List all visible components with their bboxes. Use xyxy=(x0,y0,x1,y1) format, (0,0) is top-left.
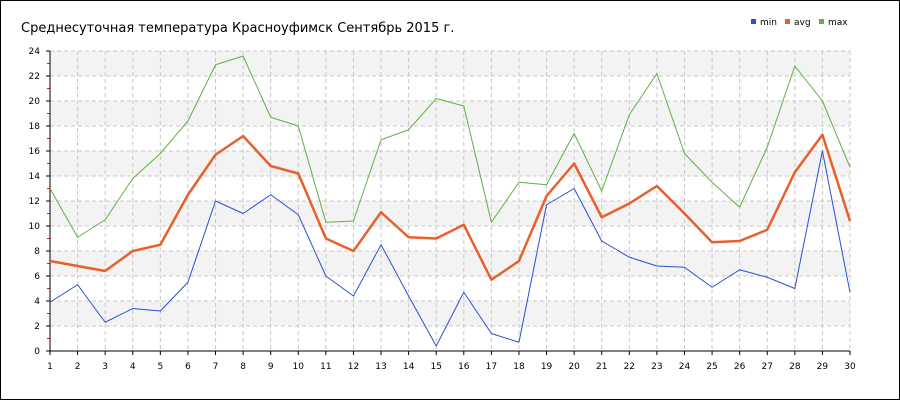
y-tick-label: 6 xyxy=(34,272,40,282)
y-tick-label: 24 xyxy=(29,47,41,57)
legend-swatch-max xyxy=(819,19,824,24)
plot-band xyxy=(50,151,850,176)
series-line-avg xyxy=(49,133,852,281)
plot-band xyxy=(50,301,850,326)
x-tick-label: 1 xyxy=(47,362,53,372)
x-tick-label: 11 xyxy=(320,362,331,372)
series-line-max xyxy=(49,55,851,238)
x-tick-label: 10 xyxy=(293,362,305,372)
x-tick-label: 2 xyxy=(75,362,81,372)
legend-label-min: min xyxy=(760,18,777,28)
x-tick-label: 21 xyxy=(596,362,607,372)
x-tick-label: 6 xyxy=(185,362,191,372)
plot-band xyxy=(50,201,850,226)
series-lines xyxy=(49,55,852,347)
x-tick-label: 28 xyxy=(789,362,801,372)
plot-band xyxy=(50,251,850,276)
x-tick-label: 24 xyxy=(679,362,691,372)
x-tick-label: 14 xyxy=(403,362,415,372)
series-line-min xyxy=(49,150,851,347)
legend-label-avg: avg xyxy=(794,18,811,28)
legend-swatch-min xyxy=(751,19,756,24)
x-tick-label: 3 xyxy=(102,362,108,372)
x-tick-label: 18 xyxy=(513,362,525,372)
x-tick-label: 8 xyxy=(240,362,246,372)
chart-title: Среднесуточная температура Красноуфимск … xyxy=(21,21,454,36)
y-tick-label: 16 xyxy=(29,147,41,157)
x-tick-label: 26 xyxy=(734,362,746,372)
x-tick-label: 15 xyxy=(430,362,441,372)
y-tick-label: 4 xyxy=(34,297,40,307)
x-tick-label: 19 xyxy=(541,362,553,372)
y-tick-label: 2 xyxy=(34,322,40,332)
x-tick-label: 29 xyxy=(817,362,829,372)
x-tick-label: 22 xyxy=(624,362,635,372)
x-tick-label: 4 xyxy=(130,362,136,372)
x-tick-label: 30 xyxy=(844,362,856,372)
y-tick-label: 10 xyxy=(29,222,41,232)
x-tick-label: 7 xyxy=(213,362,219,372)
x-tick-label: 12 xyxy=(348,362,359,372)
y-tick-label: 20 xyxy=(29,97,41,107)
x-tick-label: 23 xyxy=(651,362,662,372)
x-tick-label: 20 xyxy=(568,362,580,372)
x-tick-label: 27 xyxy=(762,362,773,372)
y-tick-label: 0 xyxy=(34,347,40,357)
x-tick-label: 9 xyxy=(268,362,274,372)
x-tick-label: 25 xyxy=(706,362,717,372)
y-tick-label: 12 xyxy=(29,197,40,207)
x-tick-label: 17 xyxy=(486,362,497,372)
y-tick-label: 18 xyxy=(29,122,41,132)
plot-bands xyxy=(50,51,850,326)
x-tick-label: 16 xyxy=(458,362,470,372)
plot-band xyxy=(50,101,850,126)
x-tick-label: 5 xyxy=(157,362,163,372)
plot-band xyxy=(50,51,850,76)
legend-swatch-avg xyxy=(785,19,790,24)
x-tick-label: 13 xyxy=(375,362,386,372)
y-tick-label: 22 xyxy=(29,72,40,82)
legend-label-max: max xyxy=(828,18,848,28)
y-tick-label: 8 xyxy=(34,247,40,257)
legend: min avg max xyxy=(751,18,848,28)
y-tick-label: 14 xyxy=(29,172,41,182)
